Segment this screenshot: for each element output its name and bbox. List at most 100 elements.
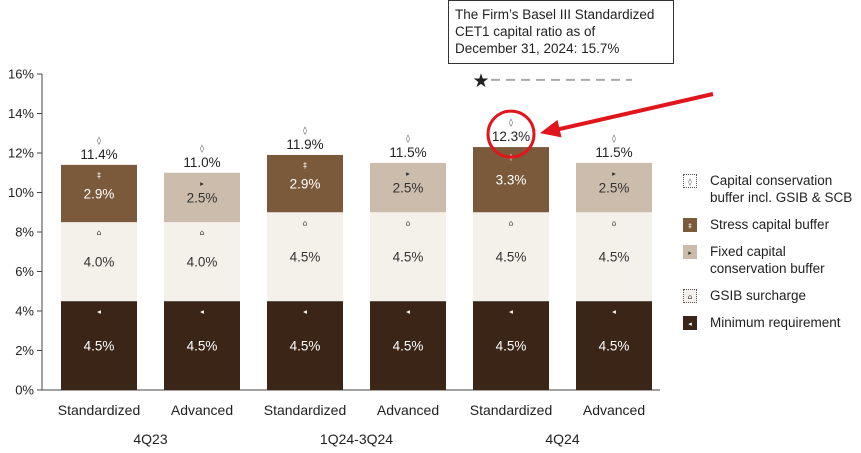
legend-label: GSIB surcharge xyxy=(710,287,806,304)
x-category-label: Standardized xyxy=(58,402,141,418)
legend-label-line: Capital conservation xyxy=(710,173,833,188)
bar-segment xyxy=(61,164,137,223)
callout-box: The Firm’s Basel III Standardized CET1 c… xyxy=(448,0,674,64)
legend-label: Fixed capital conservation buffer xyxy=(710,243,825,277)
buffer-marker: ◊ xyxy=(303,126,307,135)
buffer-marker: ◊ xyxy=(200,144,204,153)
y-tick-label: 12% xyxy=(8,146,34,161)
y-tick-label: 14% xyxy=(8,106,34,121)
highlight-arrow-head xyxy=(540,119,562,138)
bar-segment xyxy=(267,154,343,213)
legend-marker: ◊ xyxy=(688,178,692,186)
segment-label: 4.0% xyxy=(187,255,218,270)
legend-label-line: conservation buffer xyxy=(710,261,825,276)
highlight-arrow-shaft xyxy=(554,92,714,133)
legend-label: Stress capital buffer xyxy=(710,216,829,233)
legend-label-line: Fixed capital xyxy=(710,244,786,259)
segment-marker: ◂ xyxy=(200,307,204,316)
y-tick-label: 16% xyxy=(8,67,34,82)
segment-marker: ▸ xyxy=(612,169,616,178)
bar-segment xyxy=(576,301,652,390)
segment-marker: ⌂ xyxy=(97,228,102,237)
segment-marker: ◂ xyxy=(303,307,307,316)
y-tick-label: 8% xyxy=(15,225,34,240)
callout-line: CET1 capital ratio as of xyxy=(455,24,596,39)
x-category-label: Standardized xyxy=(264,402,347,418)
y-tick-label: 2% xyxy=(15,343,34,358)
legend-item: ▸ Fixed capital conservation buffer xyxy=(683,243,859,277)
bar-segment xyxy=(61,301,137,390)
segment-marker: ‡ xyxy=(97,171,101,180)
legend-swatch: ◊ xyxy=(683,174,697,188)
segment-marker: ◂ xyxy=(509,307,513,316)
total-label: 11.4% xyxy=(80,147,117,162)
segment-marker: ⌂ xyxy=(509,218,514,227)
legend-marker: ▸ xyxy=(688,249,692,257)
legend-label-line: Stress capital buffer xyxy=(710,217,830,232)
legend-swatch: ⌂ xyxy=(683,289,697,303)
bar-segment xyxy=(164,172,240,223)
bar-segment xyxy=(61,222,137,302)
bar-segment xyxy=(473,212,549,302)
buffer-marker: ◊ xyxy=(406,134,410,143)
bar-segment xyxy=(576,162,652,213)
legend-swatch: ▸ xyxy=(683,245,697,259)
segment-marker: ▸ xyxy=(406,169,410,178)
x-category-label: Standardized xyxy=(470,402,553,418)
y-tick-label: 4% xyxy=(15,304,34,319)
callout-line: December 31, 2024: 15.7% xyxy=(455,41,620,56)
bar-segment xyxy=(267,301,343,390)
x-category-label: Advanced xyxy=(377,402,439,418)
legend-label-line: GSIB surcharge xyxy=(710,288,807,303)
legend-swatch: ◂ xyxy=(683,316,697,330)
buffer-marker: ◊ xyxy=(509,118,513,127)
y-tick-label: 6% xyxy=(15,264,34,279)
legend-item: ⌂ GSIB surcharge xyxy=(683,287,859,304)
y-tick-label: 10% xyxy=(8,185,34,200)
segment-label: 4.5% xyxy=(599,250,630,265)
segment-label: 4.5% xyxy=(599,339,630,354)
segment-marker: ⌂ xyxy=(200,228,205,237)
total-label: 12.3% xyxy=(492,129,530,144)
segment-marker: ◂ xyxy=(406,307,410,316)
segment-label: 4.5% xyxy=(393,250,424,265)
legend-marker: ◂ xyxy=(688,320,692,328)
total-label: 11.5% xyxy=(389,145,426,160)
group-label: 4Q23 xyxy=(133,431,167,447)
x-category-label: Advanced xyxy=(583,402,645,418)
segment-label: 4.5% xyxy=(84,339,115,354)
segment-marker: ◂ xyxy=(612,307,616,316)
segment-label: 4.5% xyxy=(290,250,321,265)
segment-label: 4.5% xyxy=(496,250,527,265)
star-icon: ★ xyxy=(472,70,489,92)
highlight-circle xyxy=(486,109,536,159)
legend-marker: ⌂ xyxy=(687,293,693,301)
legend-label-line: Minimum requirement xyxy=(710,315,841,330)
segment-label: 4.5% xyxy=(290,339,321,354)
bar-segment xyxy=(164,222,240,302)
segment-label: 2.9% xyxy=(84,186,115,201)
segment-label: 3.3% xyxy=(496,173,527,188)
callout-line: The Firm’s Basel III Standardized xyxy=(455,7,655,22)
y-tick-label: 0% xyxy=(15,383,34,398)
segment-marker: ▸ xyxy=(200,179,204,188)
bar-segment xyxy=(370,301,446,390)
bar-segment xyxy=(370,162,446,213)
legend-label: Capital conservation buffer incl. GSIB & … xyxy=(710,172,852,206)
segment-marker: ⌂ xyxy=(612,218,617,227)
segment-marker: ◂ xyxy=(97,307,101,316)
bar-segment xyxy=(267,212,343,302)
segment-label: 2.5% xyxy=(393,181,424,196)
legend-item: ◂ Minimum requirement xyxy=(683,314,859,331)
group-label: 4Q24 xyxy=(545,431,579,447)
segment-label: 2.9% xyxy=(290,177,321,192)
bar-segment xyxy=(164,301,240,390)
segment-label: 4.0% xyxy=(84,255,115,270)
legend-label-line: buffer incl. GSIB & SCB xyxy=(710,190,853,205)
legend: ◊ Capital conservation buffer incl. GSIB &… xyxy=(683,172,859,341)
total-label: 11.0% xyxy=(183,155,220,170)
segment-label: 4.5% xyxy=(187,339,218,354)
buffer-marker: ◊ xyxy=(97,136,101,145)
buffer-marker: ◊ xyxy=(612,134,616,143)
